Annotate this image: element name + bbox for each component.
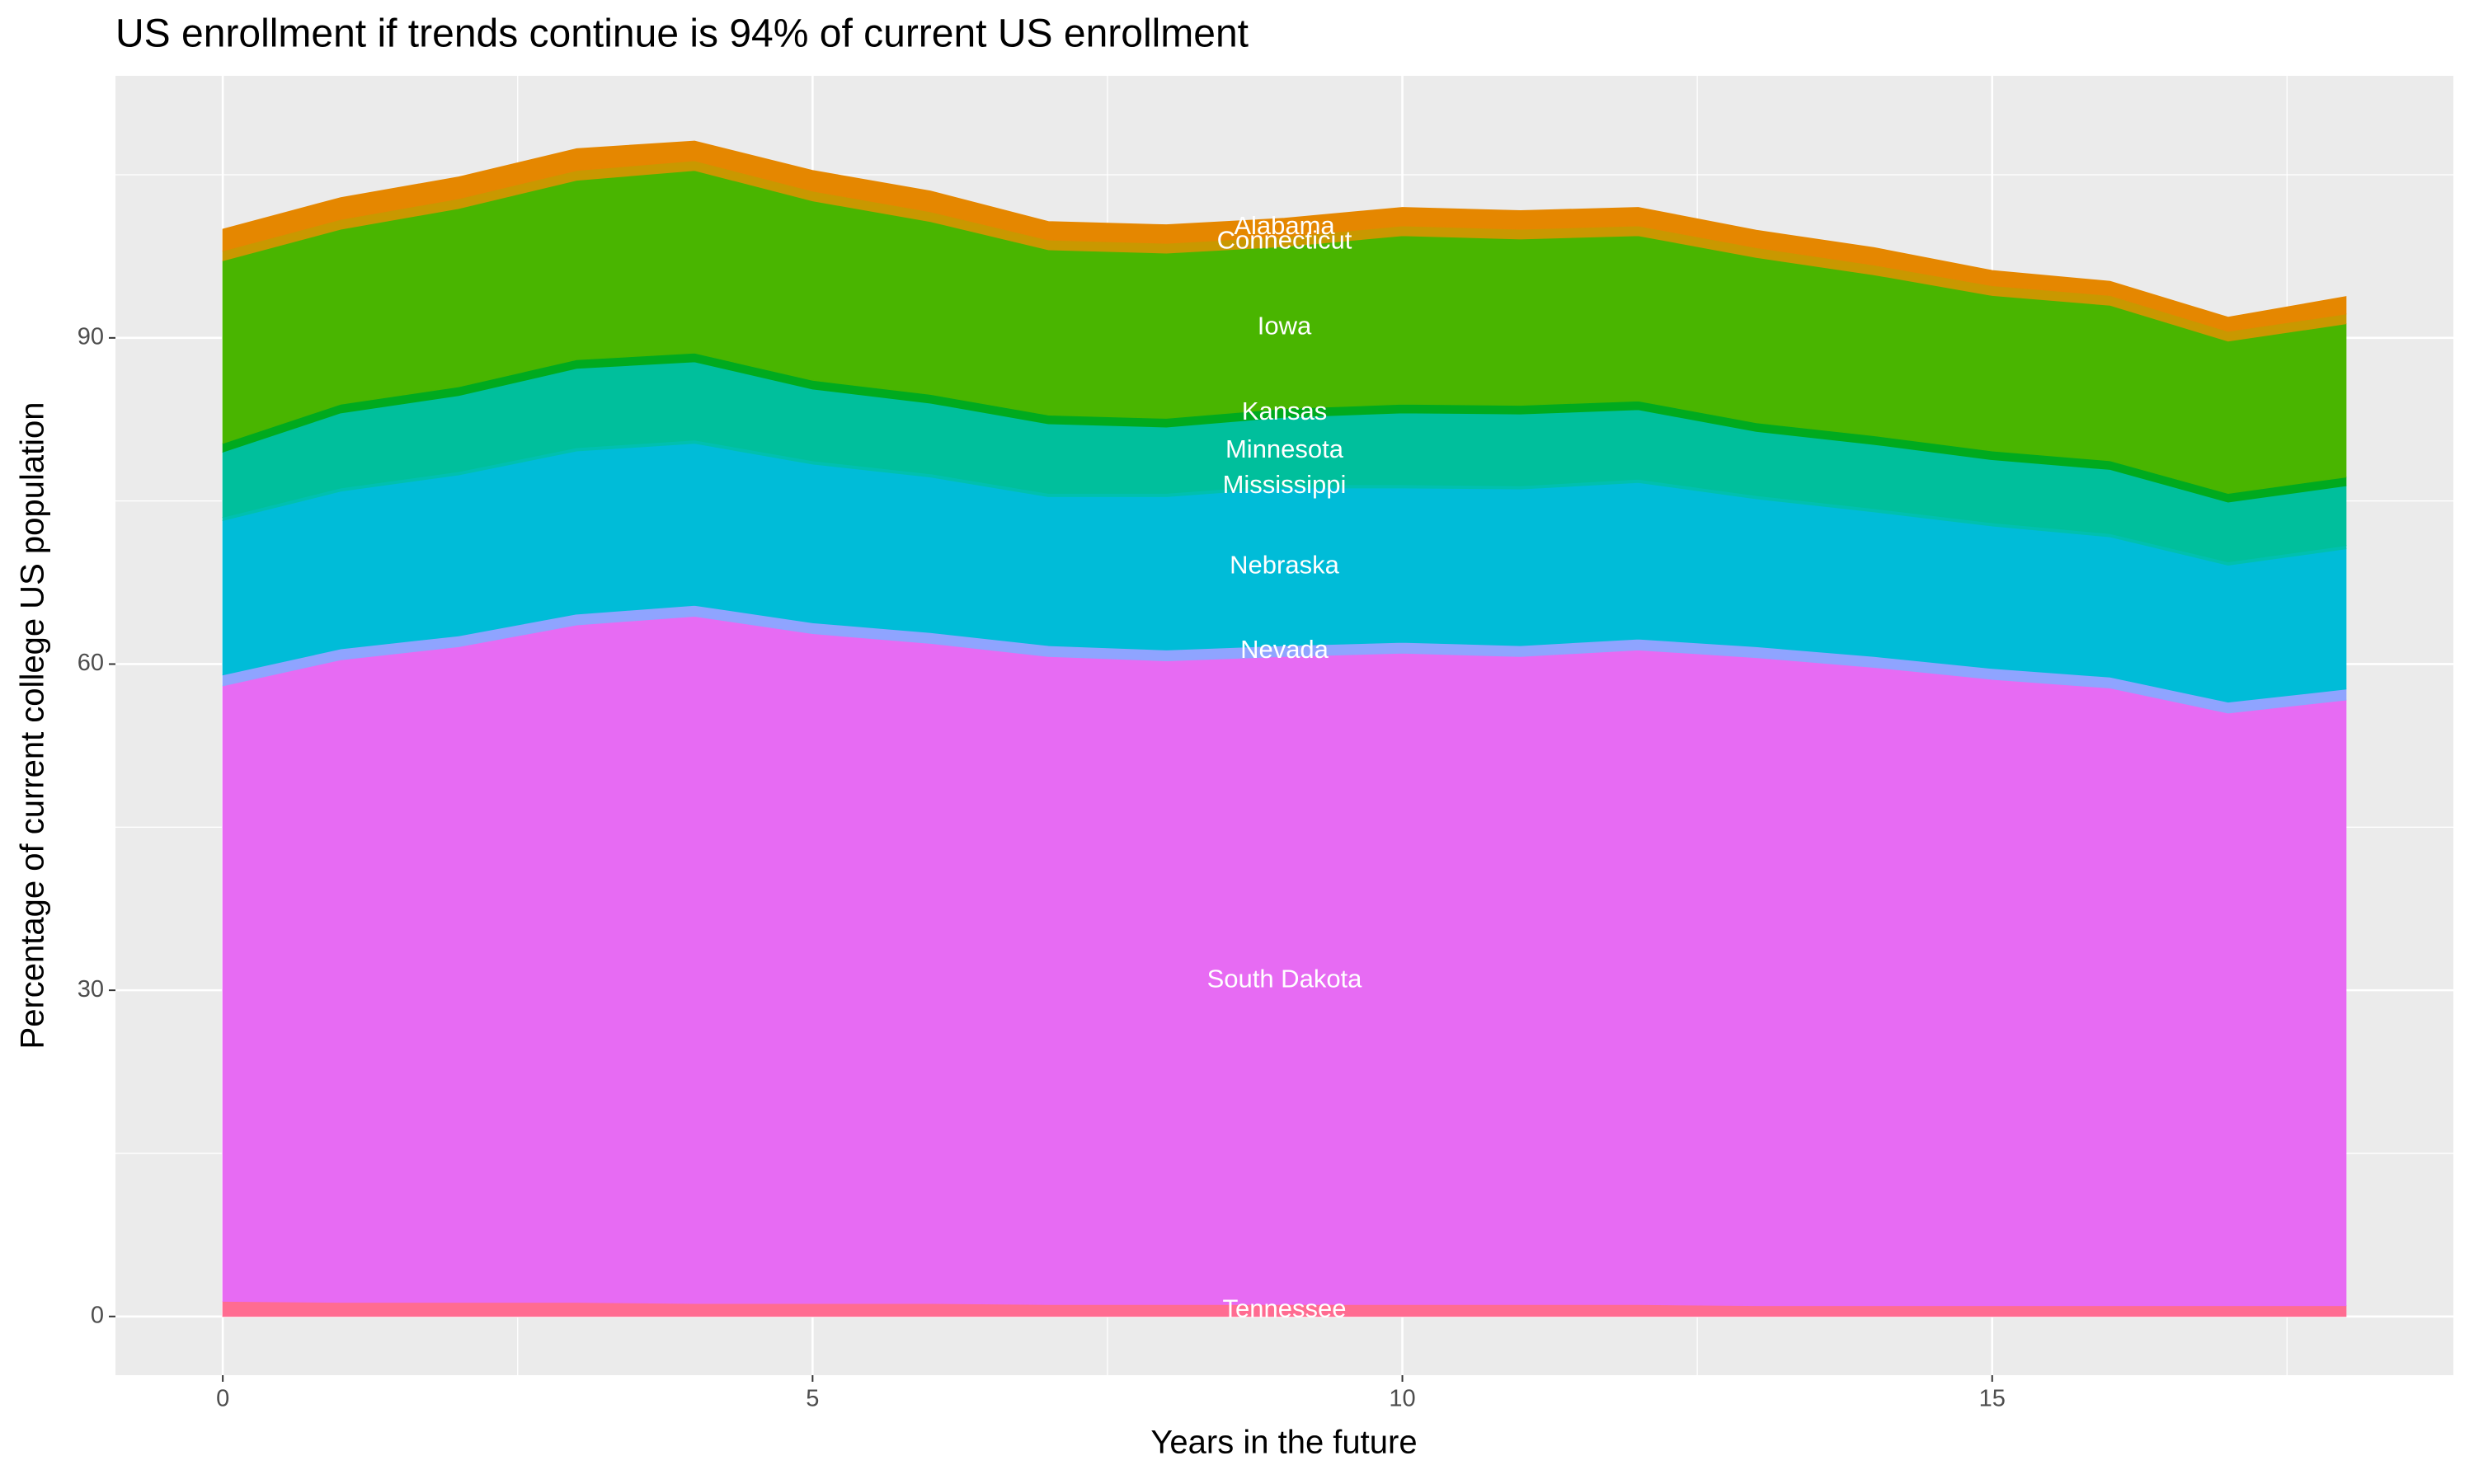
area [222,615,2347,1307]
x-axis-label: Years in the future [1150,1425,1417,1461]
x-tick-label: 15 [1979,1386,2006,1412]
x-tick-label: 0 [216,1386,229,1412]
y-tick-label: 90 [78,323,104,350]
y-tick-label: 30 [78,976,104,1003]
area-label: Iowa [1258,311,1312,340]
y-tick-label: 60 [78,650,104,676]
y-axis-label: Percentage of current college US populat… [15,402,51,1050]
area-label: Minnesota [1225,434,1344,463]
area [222,140,2347,332]
area-label: Mississippi [1223,470,1347,499]
area-label: Kansas [1242,397,1327,425]
x-tick-label: 5 [806,1386,819,1412]
area-label: Nevada [1240,635,1329,664]
area-label: Tennessee [1223,1294,1347,1323]
area-label: Alabama [1234,211,1335,240]
x-tick-label: 10 [1389,1386,1415,1412]
area-label: Nebraska [1230,551,1339,580]
area-label: Connecticut [1217,225,1352,254]
y-tick-label: 0 [91,1302,104,1328]
chart-title: US enrollment if trends continue is 94% … [115,12,1249,56]
area-label: South Dakota [1207,964,1363,993]
